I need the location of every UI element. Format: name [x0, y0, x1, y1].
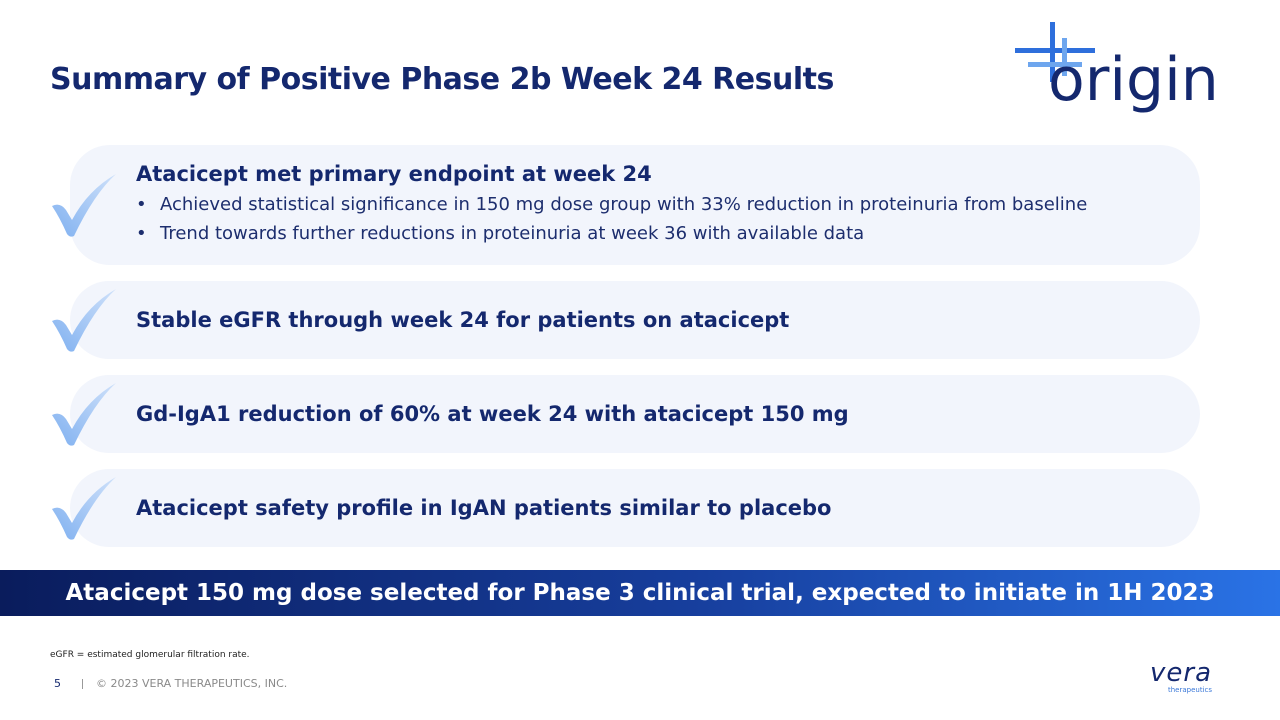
page-number: 5 — [54, 677, 61, 690]
card-text: Gd-IgA1 reduction of 60% at week 24 with… — [136, 402, 1180, 426]
logo-text: origin — [1048, 45, 1219, 115]
slide-title: Summary of Positive Phase 2b Week 24 Res… — [50, 62, 834, 97]
result-card: Gd-IgA1 reduction of 60% at week 24 with… — [50, 375, 1200, 453]
checkmark — [52, 174, 116, 237]
result-card: Atacicept met primary endpoint at week 2… — [50, 145, 1200, 265]
bullet-list: Achieved statistical significance in 150… — [136, 190, 1180, 248]
checkmark — [52, 289, 116, 352]
card-background — [70, 469, 1200, 547]
card-heading: Stable eGFR through week 24 for patients… — [136, 308, 790, 332]
card-heading: Atacicept safety profile in IgAN patient… — [136, 496, 832, 520]
copyright: © 2023 VERA THERAPEUTICS, INC. — [96, 677, 288, 690]
logo-name: vera — [1150, 658, 1213, 688]
card-heading: Atacicept met primary endpoint at week 2… — [136, 162, 652, 186]
banner: Atacicept 150 mg dose selected for Phase… — [0, 570, 1280, 616]
card-text: Stable eGFR through week 24 for patients… — [136, 308, 1180, 332]
bullet: Trend towards further reductions in prot… — [136, 219, 1180, 248]
results-list: Atacicept met primary endpoint at week 2… — [50, 145, 1200, 547]
result-card: Atacicept safety profile in IgAN patient… — [50, 469, 1200, 547]
card-heading: Gd-IgA1 reduction of 60% at week 24 with… — [136, 402, 849, 426]
footnote: eGFR = estimated glomerular filtration r… — [50, 650, 250, 660]
card-background — [70, 375, 1200, 453]
checkmark — [52, 383, 116, 446]
bullet: Achieved statistical significance in 150… — [136, 190, 1180, 219]
result-card: Stable eGFR through week 24 for patients… — [50, 281, 1200, 359]
separator — [82, 679, 83, 689]
card-text: Atacicept safety profile in IgAN patient… — [136, 496, 1180, 520]
card-text: Atacicept met primary endpoint at week 2… — [136, 162, 1180, 248]
checkmark — [52, 477, 116, 540]
logo-subtitle: therapeutics — [1167, 686, 1213, 694]
card-background — [70, 281, 1200, 359]
vera-logo: vera therapeutics — [1150, 660, 1212, 695]
origin-logo: origin — [1015, 22, 1219, 115]
